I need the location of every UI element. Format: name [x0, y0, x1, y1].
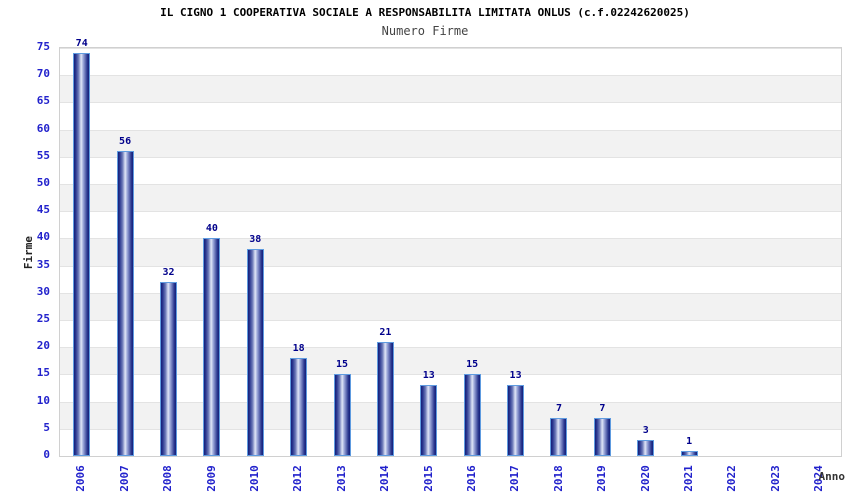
bar-value-label: 3: [642, 424, 649, 436]
grid-band: [60, 320, 841, 348]
x-tick-label-2017: 2017: [508, 464, 522, 492]
bar-2010: [246, 249, 264, 456]
bar-value-label: 38: [249, 234, 262, 246]
y-tick-label: 0: [43, 448, 50, 461]
grid-band: [60, 265, 841, 293]
bar-2016: [463, 374, 481, 456]
x-tick-label-2016: 2016: [464, 464, 478, 492]
y-tick-label: 5: [43, 420, 50, 434]
y-tick-label: 15: [36, 366, 50, 380]
bar-value-label: 18: [292, 343, 305, 355]
y-tick-label: 25: [36, 312, 50, 325]
bar-2015: [420, 385, 438, 456]
x-tick-label-2018: 2018: [551, 464, 565, 492]
grid-band: [60, 184, 841, 212]
bar-value-label: 21: [379, 326, 392, 338]
plot-area: 74 56 32 40 38 18 15 21 13 15 13 7 7 3 1: [59, 38, 842, 457]
bar-2020: [637, 439, 655, 456]
y-tick-label: 30: [36, 284, 50, 298]
y-tick-label: 60: [36, 121, 50, 135]
bar-value-label: 56: [119, 136, 132, 148]
x-tick-label-2022: 2022: [725, 464, 739, 492]
bar-2017: [507, 385, 525, 456]
x-tick-label-2007: 2007: [117, 464, 131, 492]
grid-band: [60, 428, 841, 456]
grid-band: [60, 48, 841, 76]
bar-2006: [73, 53, 91, 456]
bar-2021: [680, 450, 698, 456]
grid-band: [60, 292, 841, 320]
bar-2008: [159, 281, 177, 456]
bar-value-label: 15: [335, 359, 349, 371]
y-tick-label: 20: [36, 339, 50, 353]
grid-band: [60, 238, 841, 266]
grid-band: [60, 374, 841, 402]
x-tick-label-2006: 2006: [74, 464, 88, 492]
grid-band: [60, 211, 841, 239]
y-tick-label: 75: [36, 40, 50, 53]
x-tick-label-2020: 2020: [638, 464, 652, 492]
x-tick-label-2014: 2014: [377, 464, 391, 492]
bar-2019: [593, 417, 611, 456]
y-tick-label: 40: [36, 230, 50, 244]
bar-value-label: 1: [686, 435, 693, 447]
x-tick-label-2015: 2015: [421, 464, 435, 492]
y-tick-label: 50: [36, 176, 50, 189]
bar-2018: [550, 417, 568, 456]
bar-2014: [376, 341, 394, 456]
x-tick-label-2010: 2010: [247, 464, 261, 492]
bar-value-label: 40: [205, 223, 218, 235]
bar-value-label: 13: [509, 370, 522, 382]
bar-value-label: 74: [75, 38, 88, 50]
x-axis-title: Anno: [818, 470, 846, 483]
x-tick-label-2012: 2012: [291, 464, 305, 492]
x-tick-label-2013: 2013: [334, 464, 348, 492]
chart-subtitle: Numero Firme: [381, 24, 469, 38]
bar-value-label: 7: [555, 402, 562, 414]
bar-2013: [333, 374, 351, 456]
grid-band: [60, 401, 841, 429]
grid-band: [60, 156, 841, 184]
bar-value-label: 7: [599, 402, 606, 414]
bar-2009: [203, 238, 221, 456]
bar-value-label: 15: [466, 359, 479, 371]
grid-band: [60, 129, 841, 157]
y-tick-label: 45: [36, 203, 50, 217]
bar-value-label: 13: [422, 370, 435, 382]
y-tick-label: 65: [36, 94, 50, 108]
y-tick-label: 10: [36, 393, 50, 407]
bar-2012: [290, 358, 308, 456]
y-tick-label: 70: [36, 67, 50, 81]
x-tick-label-2009: 2009: [204, 464, 218, 492]
x-tick-label-2023: 2023: [768, 464, 782, 492]
grid-band: [60, 75, 841, 103]
y-tick-label: 55: [36, 148, 50, 162]
grid-band: [60, 102, 841, 130]
x-tick-label-2008: 2008: [160, 464, 174, 492]
grid-band: [60, 347, 841, 375]
chart-title: IL CIGNO 1 COOPERATIVA SOCIALE A RESPONS…: [160, 6, 690, 19]
y-tick-label: 35: [36, 257, 50, 271]
x-tick-label-2019: 2019: [594, 464, 608, 492]
bar-2007: [116, 151, 134, 456]
bar-value-label: 32: [162, 266, 175, 278]
x-tick-label-2021: 2021: [681, 464, 695, 492]
